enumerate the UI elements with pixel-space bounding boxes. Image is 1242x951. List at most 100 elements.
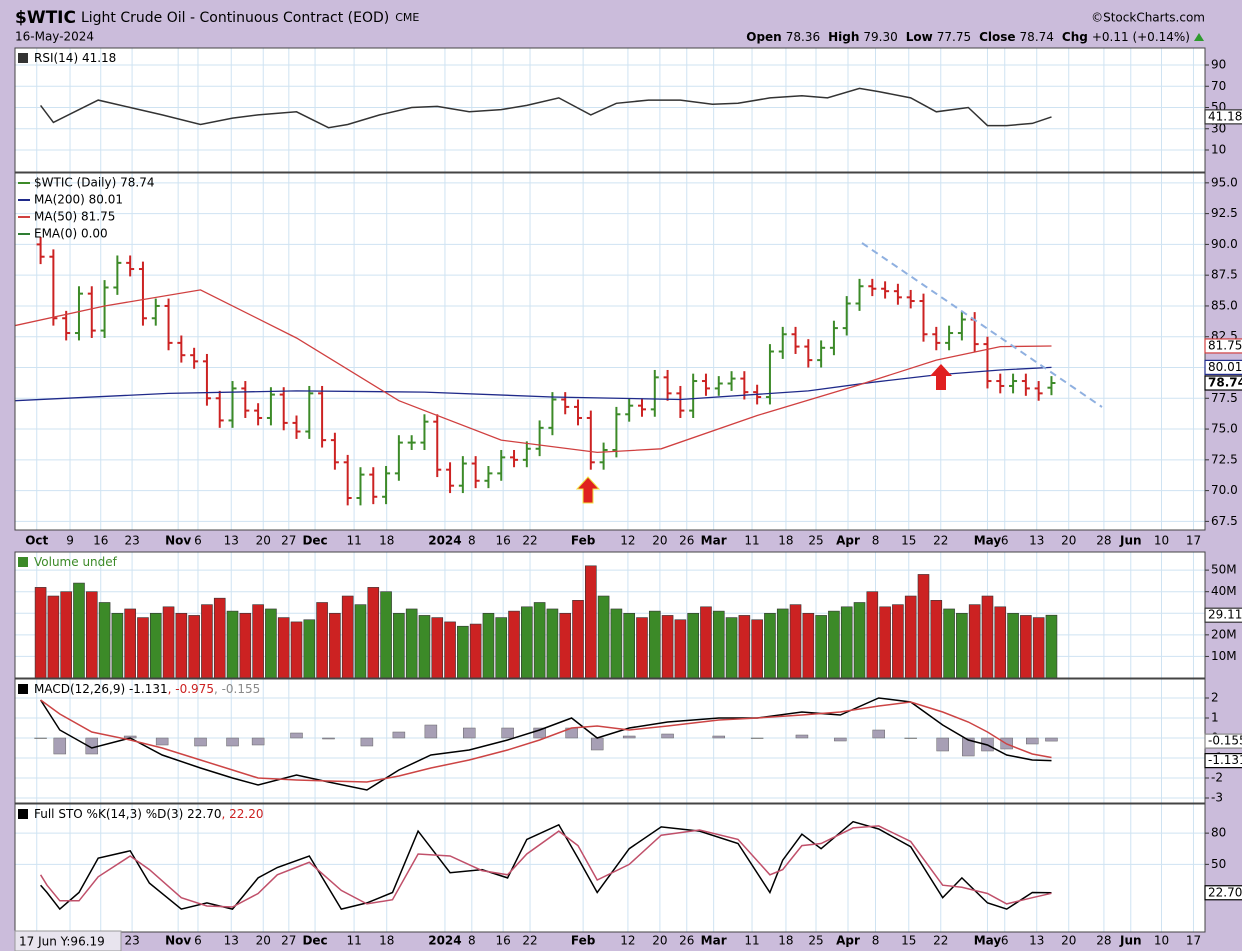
value-box	[1204, 885, 1242, 901]
histogram-bar	[962, 737, 975, 757]
y-tick-label: 70.0	[1211, 483, 1238, 497]
plot-area	[15, 552, 1205, 678]
y-tick-label: 10M	[1211, 649, 1237, 663]
legend-label: EMA(0) 0.00	[34, 227, 108, 241]
volume-bar	[252, 604, 264, 678]
volume-bar	[137, 617, 149, 678]
volume-bar	[405, 608, 418, 678]
y-tick-label: 95.0	[1211, 175, 1238, 189]
y-tick-label: 2	[1211, 691, 1219, 705]
volume-bar	[712, 610, 725, 678]
series-line	[15, 289, 1052, 454]
volume-bar	[533, 602, 546, 678]
histogram-bar	[251, 737, 265, 746]
volume-bar	[776, 608, 789, 678]
x-tick-label: 6	[1001, 934, 1009, 948]
volume-bar	[968, 604, 981, 678]
x-tick-label: May	[974, 534, 1002, 548]
volume-bar	[866, 591, 879, 678]
quote-label: Close	[979, 30, 1015, 44]
y-tick-label: 90	[1211, 58, 1226, 72]
value-box	[1204, 607, 1242, 623]
symbol: $WTIC	[15, 8, 76, 28]
value-box-label: 81.75	[1208, 338, 1242, 352]
volume-bar	[303, 619, 316, 678]
x-tick-label: Jun	[1119, 534, 1142, 548]
quote-value: 78.36	[786, 30, 820, 44]
x-tick-label: 25	[808, 934, 823, 948]
volume-bar	[521, 606, 533, 678]
legend-swatch	[18, 809, 28, 819]
volume-bar	[367, 587, 380, 678]
legend-label: $WTIC (Daily) 78.74	[34, 176, 154, 190]
value-box-label: -0.155	[1208, 734, 1242, 748]
legend-label: , -0.975	[168, 682, 214, 696]
volume-bar	[239, 612, 252, 678]
x-tick-label: 27	[281, 534, 296, 548]
x-tick-label: 28	[1096, 934, 1111, 948]
histogram-bar	[834, 737, 847, 742]
x-tick-label: 26	[679, 534, 694, 548]
quote-value: 77.75	[937, 30, 971, 44]
quote-label: Chg	[1062, 30, 1088, 44]
histogram-bar	[360, 737, 374, 747]
volume-bar	[508, 610, 520, 678]
volume-bar	[943, 608, 955, 678]
x-tick-label: Apr	[836, 934, 860, 948]
quote-value: 78.74	[1020, 30, 1054, 44]
quote-label: High	[828, 30, 859, 44]
histogram-bar	[424, 724, 438, 739]
histogram-bar	[712, 735, 726, 739]
y-tick-label: 92.5	[1211, 206, 1238, 220]
legend-swatch	[18, 684, 28, 694]
plot-marks	[15, 237, 1056, 506]
plot-marks	[40, 87, 1052, 129]
volume-bar	[648, 610, 661, 678]
x-tick-label: 23	[124, 534, 139, 548]
histogram-bar	[622, 735, 636, 739]
x-tick-label: 9	[66, 534, 74, 548]
x-tick-label: Dec	[302, 534, 327, 548]
quote-label: Open	[746, 30, 781, 44]
x-tick-label: 22	[522, 934, 537, 948]
x-tick-label: Mar	[701, 934, 727, 948]
plot-marks	[39, 820, 1052, 911]
volume-bar	[840, 606, 853, 678]
volume-bar	[892, 604, 904, 678]
histogram-bar	[590, 737, 604, 751]
volume-bar	[316, 602, 328, 678]
arrow	[930, 364, 952, 390]
volume-bar	[546, 608, 559, 678]
volume-bar	[738, 615, 751, 678]
volume-bar	[149, 612, 162, 678]
volume-bar	[226, 610, 239, 678]
source: ©StockCharts.com	[1091, 11, 1205, 25]
x-tick-label: 18	[379, 534, 394, 548]
volume-bar	[674, 619, 687, 678]
volume-bar	[175, 612, 188, 678]
volume-bar	[1032, 617, 1045, 678]
exchange: CME	[395, 11, 419, 24]
legend-label: MACD(12,26,9) -1.131	[34, 682, 168, 696]
volume-bar	[341, 595, 354, 678]
histogram-bar	[750, 737, 764, 739]
legend-label: MA(50) 81.75	[34, 210, 115, 224]
plot-area	[15, 173, 1205, 530]
volume-bar	[482, 612, 495, 678]
x-tick-label: Feb	[571, 534, 596, 548]
x-tick-label: 16	[93, 534, 108, 548]
histogram-bar	[872, 729, 885, 739]
volume-bar	[956, 612, 968, 678]
histogram-bar	[290, 732, 303, 739]
x-tick-label: 10	[1154, 534, 1169, 548]
x-tick-label: 13	[1029, 934, 1044, 948]
histogram-bar	[661, 733, 674, 739]
x-tick-label: 16	[496, 534, 511, 548]
plot-area	[15, 804, 1205, 932]
x-tick-label: 23	[124, 934, 139, 948]
volume-bar	[623, 612, 635, 678]
x-tick-label: 12	[620, 934, 635, 948]
up-indicator	[1194, 33, 1204, 41]
volume-bar	[904, 595, 917, 678]
